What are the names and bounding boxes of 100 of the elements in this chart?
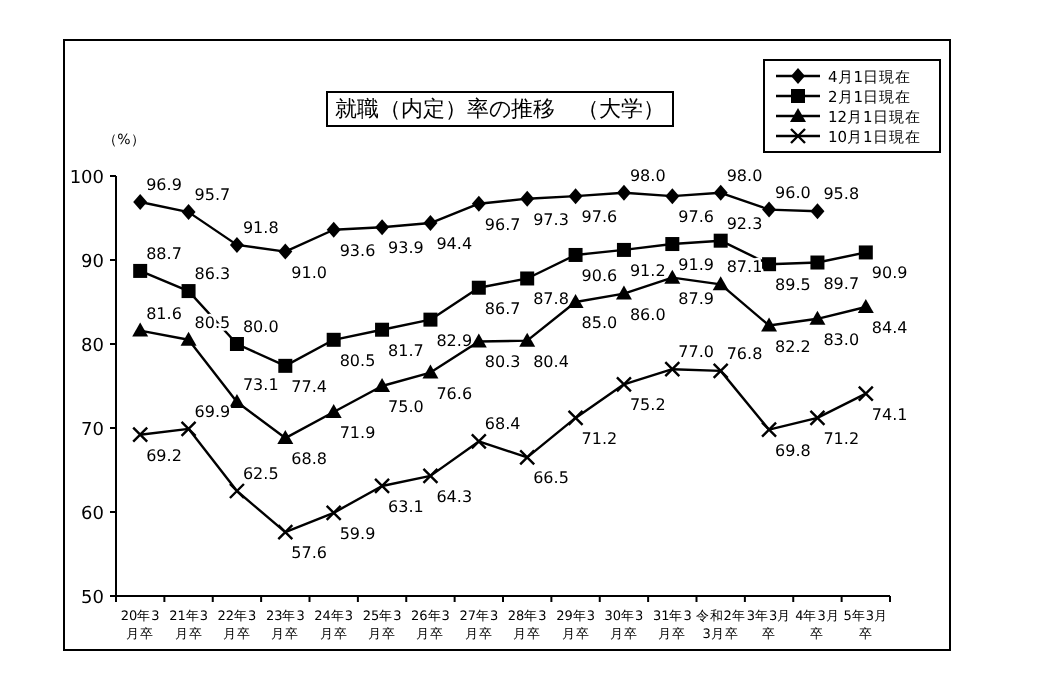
point	[616, 242, 631, 257]
point	[616, 184, 631, 201]
point	[520, 190, 535, 207]
point	[713, 184, 728, 201]
data-label: 90.9	[871, 264, 908, 283]
point	[180, 420, 197, 438]
data-label: 98.0	[629, 166, 666, 185]
point	[228, 482, 246, 500]
point	[181, 284, 196, 299]
point	[665, 237, 680, 252]
point	[810, 255, 825, 270]
data-label: 68.8	[291, 450, 327, 469]
data-label: 93.9	[388, 239, 424, 258]
point	[712, 276, 729, 291]
data-label: 71.2	[823, 429, 860, 448]
data-label: 88.7	[146, 244, 182, 263]
point	[278, 358, 293, 373]
data-label: 91.0	[291, 263, 327, 282]
data-label: 68.4	[484, 415, 521, 434]
point	[470, 333, 487, 348]
data-label: 80.0	[242, 318, 279, 336]
data-label: 62.5	[242, 465, 279, 483]
point	[857, 385, 875, 402]
data-label: 77.0	[678, 343, 714, 362]
data-label: 85.0	[581, 314, 618, 332]
point	[762, 257, 777, 272]
data-label: 71.2	[581, 429, 618, 448]
point	[761, 317, 778, 332]
data-label: 97.3	[533, 210, 569, 229]
data-label: 82.9	[436, 331, 473, 350]
data-label: 91.2	[629, 261, 666, 280]
data-label: 57.6	[291, 544, 327, 563]
point	[518, 449, 536, 466]
data-label: 69.2	[146, 446, 182, 465]
point	[277, 523, 294, 541]
point	[278, 243, 293, 260]
data-label: 77.4	[291, 377, 327, 396]
point	[568, 247, 583, 262]
data-label: 96.7	[484, 215, 521, 234]
point	[229, 236, 244, 253]
point	[760, 421, 778, 438]
data-label: 89.5	[775, 276, 811, 295]
point	[858, 245, 873, 260]
point	[277, 430, 294, 445]
data-label: 96.9	[146, 176, 182, 195]
data-label: 63.1	[388, 497, 424, 516]
data-label: 69.9	[194, 402, 231, 421]
chart-title: 就職（内定）率の推移 （大学）	[335, 96, 665, 122]
data-label: 86.3	[194, 265, 231, 284]
data-label: 98.0	[726, 166, 763, 185]
y-tick-label: 80	[81, 337, 105, 357]
data-label: 80.4	[533, 352, 569, 371]
point	[133, 263, 148, 278]
point	[762, 201, 777, 218]
point	[664, 269, 681, 284]
point	[422, 364, 439, 379]
point	[423, 215, 438, 232]
data-label: 89.7	[823, 274, 860, 293]
data-label: 97.6	[581, 208, 618, 227]
point	[423, 312, 438, 327]
point	[809, 310, 826, 325]
point	[374, 378, 391, 392]
data-label: 81.7	[388, 341, 424, 360]
y-tick-label: 70	[81, 421, 105, 441]
point	[665, 188, 680, 205]
point	[713, 233, 728, 248]
point	[519, 332, 536, 347]
point	[326, 332, 341, 347]
data-label: 91.9	[678, 256, 714, 275]
point	[471, 195, 486, 212]
point	[615, 376, 633, 393]
point	[471, 280, 486, 295]
y-tick-label: 90	[81, 253, 105, 273]
data-label: 71.9	[339, 424, 376, 443]
data-label: 76.8	[726, 344, 763, 363]
point	[809, 409, 826, 427]
point	[810, 203, 825, 220]
data-label: 91.8	[242, 218, 279, 237]
data-label: 90.6	[581, 266, 618, 285]
point	[615, 285, 632, 300]
point	[712, 362, 729, 380]
point	[180, 331, 197, 346]
data-label: 87.8	[533, 290, 569, 309]
data-label: 97.6	[678, 208, 714, 227]
data-label: 95.7	[194, 186, 231, 205]
point	[133, 194, 148, 211]
data-label: 86.7	[484, 299, 521, 318]
data-label: 81.6	[146, 304, 182, 323]
data-label: 73.1	[242, 375, 279, 394]
data-label: 75.2	[629, 396, 666, 415]
data-label: 94.4	[436, 235, 473, 254]
data-label: 86.0	[629, 305, 666, 324]
data-label: 75.0	[388, 398, 424, 416]
data-label: 76.6	[436, 384, 473, 403]
y-tick-label: 100	[69, 169, 105, 189]
point	[857, 299, 874, 314]
y-tick-label: 60	[81, 505, 105, 525]
point	[567, 294, 584, 308]
data-label: 87.1	[726, 258, 763, 277]
data-label: 87.9	[678, 289, 714, 308]
